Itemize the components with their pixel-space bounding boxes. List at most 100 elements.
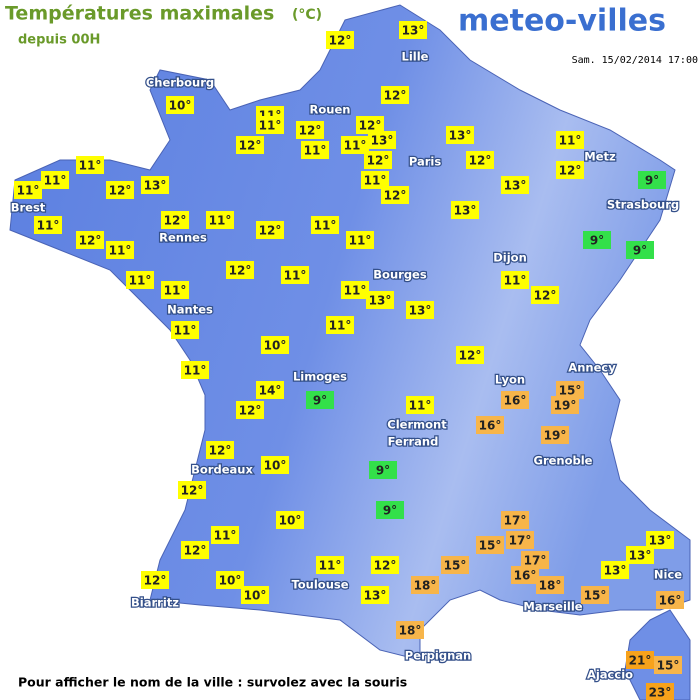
city-name: Clermont (387, 418, 447, 432)
temperature-box (626, 241, 654, 259)
temperature-label: 18° (539, 579, 562, 593)
title: Températures maximales (5, 3, 274, 25)
temperature-box (261, 336, 289, 354)
temperature-box (181, 361, 209, 379)
temperature-box (501, 391, 529, 409)
temperature-label: 12° (329, 34, 352, 48)
temperature-box (76, 156, 104, 174)
temperature-box (34, 216, 62, 234)
temperature-label: 13° (371, 134, 394, 148)
temperature-box (226, 261, 254, 279)
temperature-box (406, 301, 434, 319)
temperature-box (326, 316, 354, 334)
temperature-label: 11° (364, 174, 387, 188)
city-name: Cherbourg (146, 76, 214, 90)
temperature-label: 23° (649, 686, 672, 700)
temperature-label: 11° (37, 219, 60, 233)
temperature-label: 16° (504, 394, 527, 408)
temperature-label: 15° (657, 659, 680, 673)
temperature-box (369, 461, 397, 479)
temperature-label: 9° (633, 244, 647, 258)
temperature-label: 13° (649, 534, 672, 548)
city-name: Lyon (495, 373, 525, 387)
temperature-label: 12° (181, 484, 204, 498)
temperature-box (306, 391, 334, 409)
temperature-box (171, 321, 199, 339)
city-name: Metz (584, 150, 616, 164)
temperature-box (161, 281, 189, 299)
temperature-label: 9° (376, 464, 390, 478)
city-name: Nantes (167, 303, 213, 317)
temperature-label: 11° (174, 324, 197, 338)
temperature-label: 11° (314, 219, 337, 233)
temperature-box (531, 286, 559, 304)
temperature-label: 11° (504, 274, 527, 288)
temperature-box (556, 131, 584, 149)
temperature-label: 12° (469, 154, 492, 168)
temperature-box (301, 141, 329, 159)
temperature-label: 15° (479, 539, 502, 553)
temperature-label: 15° (559, 384, 582, 398)
temperature-label: 9° (313, 394, 327, 408)
temperature-box (626, 546, 654, 564)
temperature-label: 13° (409, 304, 432, 318)
temperature-label: 11° (304, 144, 327, 158)
temperature-label: 11° (559, 134, 582, 148)
temperature-label: 12° (374, 559, 397, 573)
temperature-label: 13° (604, 564, 627, 578)
temperature-label: 12° (359, 119, 382, 133)
temperature-label: 9° (383, 504, 397, 518)
temperature-box (446, 126, 474, 144)
city-name: Bourges (373, 268, 427, 282)
temperature-box (296, 121, 324, 139)
temperature-label: 11° (44, 174, 67, 188)
temperature-label: 10° (244, 589, 267, 603)
temperature-label: 9° (645, 174, 659, 188)
temperature-box (501, 511, 529, 529)
temperature-box (241, 586, 269, 604)
temperature-box (601, 561, 629, 579)
temperature-label: 12° (109, 184, 132, 198)
temperature-label: 11° (349, 234, 372, 248)
temperature-label: 13° (629, 549, 652, 563)
temperature-label: 13° (449, 129, 472, 143)
city-name: Lille (402, 50, 429, 64)
temperature-label: 16° (479, 419, 502, 433)
temperature-label: 12° (164, 214, 187, 228)
temperature-box (256, 116, 284, 134)
corsica (624, 609, 691, 700)
temperature-label: 13° (454, 204, 477, 218)
temperature-label: 16° (514, 569, 537, 583)
temperature-box (166, 96, 194, 114)
temperature-label: 12° (259, 224, 282, 238)
temperature-label: 10° (169, 99, 192, 113)
temperature-box (396, 621, 424, 639)
temperature-box (261, 456, 289, 474)
temperature-label: 19° (554, 399, 577, 413)
temperature-box (366, 291, 394, 309)
temperature-box (556, 161, 584, 179)
temperature-box (456, 346, 484, 364)
temperature-label: 21° (629, 654, 652, 668)
temperature-label: 10° (219, 574, 242, 588)
temperature-label: 17° (504, 514, 527, 528)
temperature-label: 12° (239, 139, 262, 153)
temperature-box (654, 656, 682, 674)
temperature-label: 12° (144, 574, 167, 588)
city-name: Rennes (159, 231, 207, 245)
date: Sam. 15/02/2014 17:00 (572, 55, 698, 66)
temperature-box (181, 541, 209, 559)
brand: meteo-villes (458, 4, 666, 39)
temperature-box (638, 171, 666, 189)
city-name: Brest (11, 201, 46, 215)
temperature-label: 13° (369, 294, 392, 308)
temperature-box (256, 221, 284, 239)
unit: (°C) (292, 7, 322, 23)
temperature-box (341, 281, 369, 299)
temperature-box (281, 266, 309, 284)
city-name: Marseille (523, 600, 582, 614)
temperature-label: 13° (504, 179, 527, 193)
city-name: Ferrand (388, 435, 439, 449)
temperature-box (368, 131, 396, 149)
temperature-label: 11° (17, 184, 40, 198)
